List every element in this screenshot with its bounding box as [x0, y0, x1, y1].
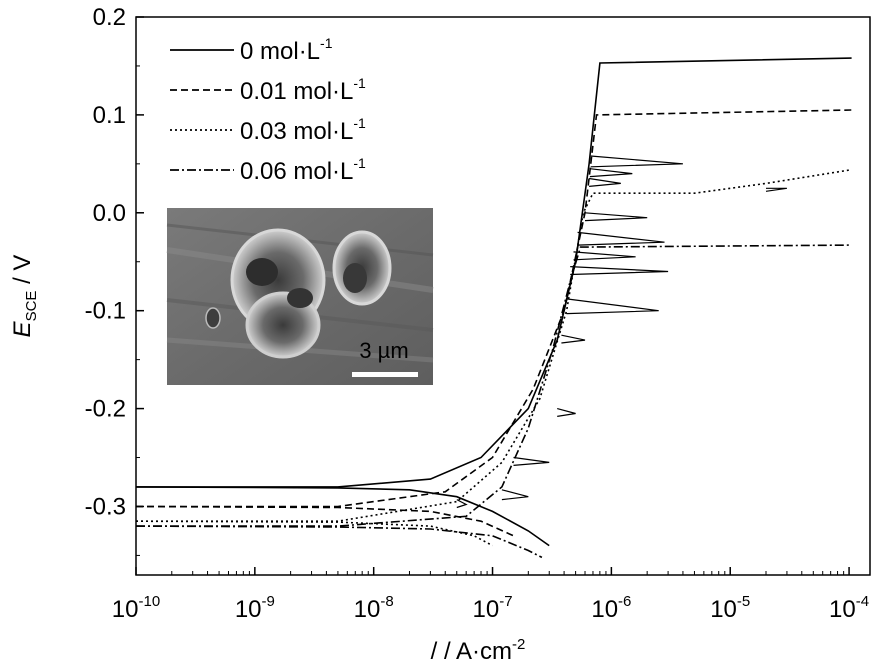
y-axis-ticks: 0.2 0.1 0.0 -0.1 -0.2 -0.3	[85, 4, 144, 556]
legend-label-3: 0.06 mol·L-1	[240, 155, 366, 185]
x-tick-base: 10	[354, 596, 381, 623]
y-tick-label: 0.1	[93, 102, 126, 129]
transient-spike	[577, 231, 665, 246]
x-tick-exponent: -5	[737, 593, 750, 610]
transient-spike	[573, 251, 636, 261]
series-line-2-anodic	[136, 168, 852, 522]
x-tick-base: 10	[829, 596, 856, 623]
series-line-3-anodic	[136, 244, 850, 527]
x-tick-label: 10-10	[112, 593, 160, 623]
x-tick-label: 10-5	[710, 593, 750, 623]
x-axis-label: / / A·cm-2	[431, 636, 526, 665]
sem-inset-image: 3 µm	[166, 208, 434, 385]
y-tick-label: -0.2	[85, 396, 126, 423]
x-tick-base: 10	[710, 596, 737, 623]
series-line-0-anodic	[136, 57, 852, 488]
plot-frame	[135, 16, 871, 576]
x-tick-label: 10-8	[354, 593, 394, 623]
x-tick-base: 10	[235, 596, 262, 623]
transient-spike	[456, 499, 468, 509]
metastable-pitting-transients	[456, 155, 787, 509]
y-tick-label: -0.3	[85, 493, 126, 520]
y-tick-label: -0.1	[85, 298, 126, 325]
transient-spike	[570, 266, 669, 276]
transient-spike	[589, 177, 621, 187]
x-tick-exponent: -10	[139, 593, 161, 610]
x-tick-exponent: -4	[856, 593, 869, 610]
transient-spike	[590, 155, 683, 168]
transient-spike	[765, 187, 787, 192]
x-axis-ticks: 10-10 10-9 10-8 10-7 10-6 10-5 10-4	[112, 567, 869, 623]
x-axis-label-superscript: -2	[512, 636, 525, 653]
transient-spike	[557, 408, 576, 417]
inset-scale-label: 3 µm	[359, 338, 408, 363]
x-tick-base: 10	[591, 596, 618, 623]
transient-spike	[566, 298, 659, 315]
x-tick-base: 10	[473, 596, 500, 623]
legend: 0 mol·L-1 0.01 mol·L-1 0.03 mol·L-1 0.06 mo…	[170, 35, 366, 185]
y-axis-label: ESCE / V	[9, 255, 40, 338]
x-tick-label: 10-4	[829, 593, 869, 623]
series-line-3-cathodic	[135, 525, 543, 559]
x-tick-exponent: -9	[262, 593, 275, 610]
series-line-2-cathodic	[135, 520, 493, 547]
x-tick-label: 10-6	[591, 593, 631, 623]
legend-label-1: 0.01 mol·L-1	[240, 75, 366, 105]
transient-spike	[501, 489, 529, 501]
x-tick-label: 10-7	[473, 593, 513, 623]
transient-spike	[513, 456, 550, 466]
y-tick-label: 0.2	[93, 4, 126, 31]
y-axis-label-unit: / V	[9, 255, 36, 291]
x-tick-exponent: -6	[618, 593, 631, 610]
series-curves	[135, 57, 852, 559]
transient-spike	[584, 212, 648, 222]
x-tick-exponent: -7	[499, 593, 512, 610]
y-axis-label-subscript: SCE	[23, 291, 40, 322]
transient-spike	[589, 168, 633, 178]
x-tick-base: 10	[112, 596, 139, 623]
x-axis-label-text: / / A·cm	[431, 638, 512, 665]
transient-spike	[561, 334, 586, 344]
y-tick-label: 0.0	[93, 200, 126, 227]
inset-scale-bar	[352, 372, 418, 377]
y-axis-label-symbol: E	[9, 320, 36, 337]
legend-label-2: 0.03 mol·L-1	[240, 115, 366, 145]
series-line-0-cathodic	[135, 486, 550, 547]
x-tick-label: 10-9	[235, 593, 275, 623]
series-line-1-anodic	[136, 109, 852, 508]
legend-label-0: 0 mol·L-1	[240, 35, 333, 65]
x-tick-exponent: -8	[380, 593, 393, 610]
